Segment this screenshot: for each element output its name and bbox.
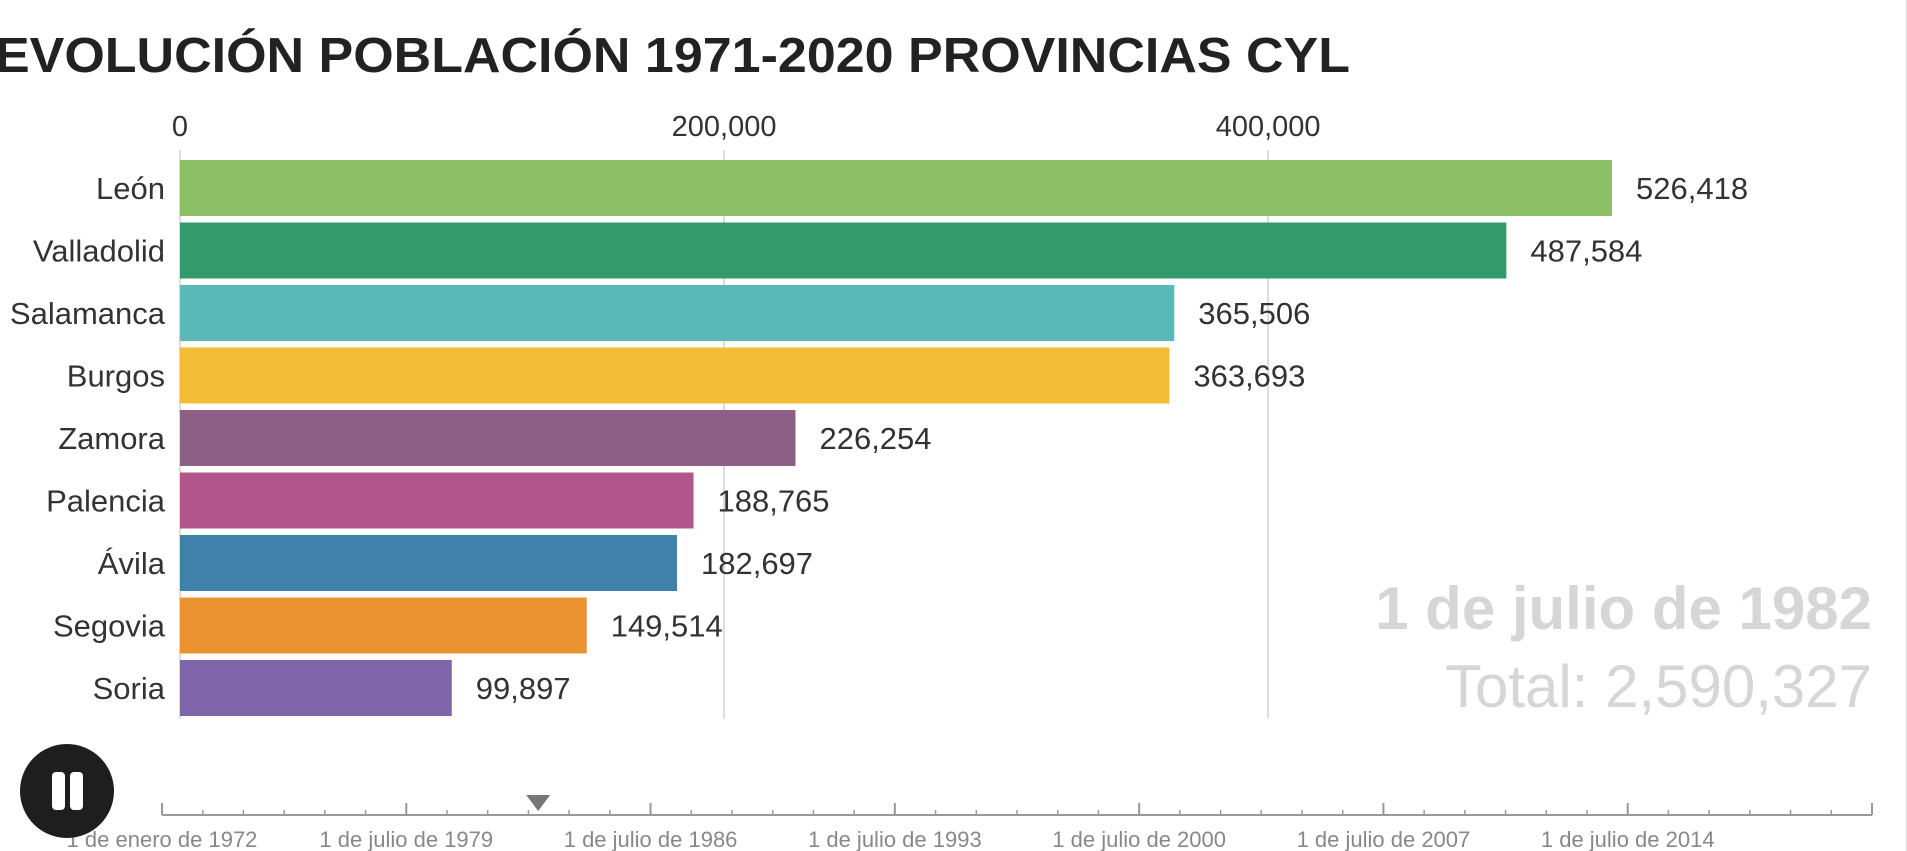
timeline-label: 1 de julio de 1986 bbox=[564, 827, 738, 851]
timeline-label: 1 de enero de 1972 bbox=[67, 827, 258, 851]
timeline-label: 1 de julio de 2007 bbox=[1297, 827, 1471, 851]
category-label: Ávila bbox=[98, 546, 166, 581]
timeline-label: 1 de julio de 1979 bbox=[319, 827, 493, 851]
category-label: Soria bbox=[93, 671, 166, 706]
value-label: 363,693 bbox=[1193, 359, 1305, 394]
category-label: Zamora bbox=[58, 421, 166, 456]
value-label: 226,254 bbox=[819, 421, 931, 456]
value-label: 365,506 bbox=[1198, 296, 1310, 331]
value-label: 188,765 bbox=[717, 484, 829, 519]
bar-salamanca bbox=[180, 285, 1175, 341]
category-label: León bbox=[96, 171, 165, 206]
category-label: Valladolid bbox=[33, 234, 165, 269]
value-label: 149,514 bbox=[611, 609, 723, 644]
pause-button[interactable] bbox=[20, 744, 114, 838]
value-label: 182,697 bbox=[701, 546, 813, 581]
current-date-label: 1 de julio de 1982 bbox=[1375, 575, 1872, 642]
value-label: 99,897 bbox=[476, 671, 571, 706]
x-tick-label: 200,000 bbox=[672, 111, 777, 143]
bar-palencia bbox=[180, 472, 694, 529]
category-label: Burgos bbox=[67, 359, 165, 394]
x-tick-label: 0 bbox=[172, 111, 188, 143]
bars: León 526,418 Valladolid 487,584 Salamanca 365… bbox=[10, 160, 1748, 716]
timeline[interactable]: 1 de enero de 1972 1 de julio de 1979 1 de… bbox=[67, 795, 1873, 851]
category-label: Segovia bbox=[53, 609, 166, 644]
axis-ticks: 0 200,000 400,000 bbox=[172, 111, 1321, 143]
category-label: Palencia bbox=[46, 484, 166, 519]
bar-segovia bbox=[180, 597, 587, 654]
chart-title: EVOLUCIÓN POBLACIÓN 1971-2020 PROVINCIAS… bbox=[0, 28, 1350, 83]
timeline-handle[interactable] bbox=[526, 795, 551, 811]
timeline-label: 1 de julio de 1993 bbox=[808, 827, 982, 851]
timeline-label: 1 de julio de 2000 bbox=[1052, 827, 1226, 851]
value-label: 487,584 bbox=[1530, 234, 1642, 269]
bar-soria bbox=[180, 660, 452, 716]
bar-valladolid bbox=[180, 222, 1507, 279]
x-tick-label: 400,000 bbox=[1216, 111, 1321, 143]
value-label: 526,418 bbox=[1636, 171, 1748, 206]
bar-burgos bbox=[180, 347, 1170, 404]
bar-ávila bbox=[180, 535, 677, 591]
bar-león bbox=[180, 160, 1612, 216]
category-label: Salamanca bbox=[10, 296, 166, 331]
timeline-label: 1 de julio de 2014 bbox=[1541, 827, 1715, 851]
total-population-label: Total: 2,590,327 bbox=[1445, 653, 1872, 720]
bar-zamora bbox=[180, 410, 796, 466]
